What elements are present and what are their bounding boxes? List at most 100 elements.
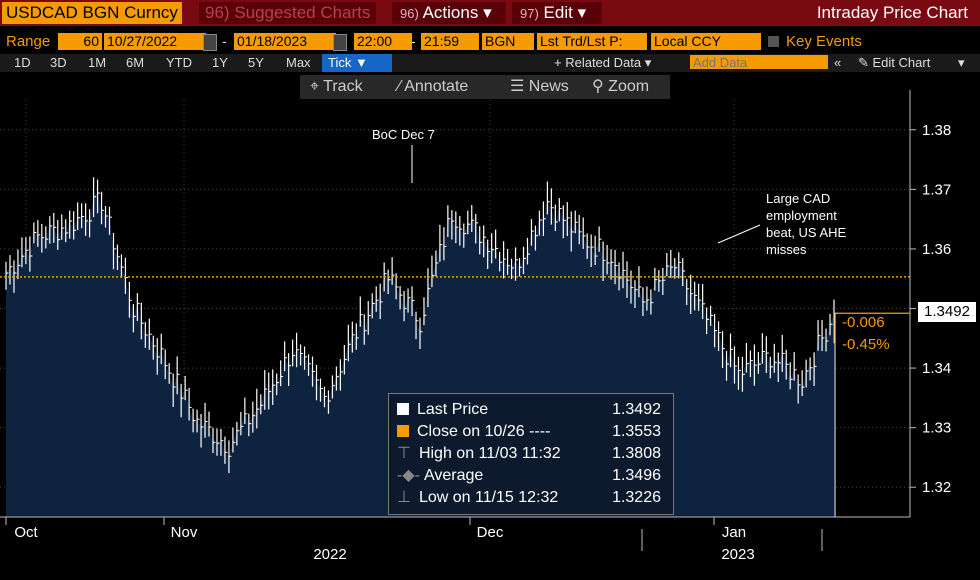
legend-value: 1.3226 [612, 489, 661, 506]
field-select[interactable]: Lst Trd/Lst P: [537, 33, 647, 50]
caret-down-icon: ▾ [483, 3, 492, 22]
legend-label: Average [423, 467, 484, 484]
range-3d[interactable]: 3D [50, 55, 67, 70]
legend-label: Close on 10/26 ---- [417, 423, 551, 440]
legend-value: 1.3492 [612, 401, 661, 418]
y-tick-label: 1.36 [922, 241, 951, 258]
actions-label: Actions [422, 3, 479, 22]
key-events-checkbox[interactable] [768, 36, 779, 47]
y-tick-label: 1.32 [922, 479, 951, 496]
range-5y[interactable]: 5Y [248, 55, 264, 70]
annotate-label: Annotate [404, 78, 469, 95]
ticker-field[interactable]: USDCAD BGN Curncy [2, 2, 182, 24]
currency-select[interactable]: Local CCY [651, 33, 761, 50]
page-title: Intraday Price Chart [816, 3, 968, 22]
y-tick-label: 1.38 [922, 122, 951, 139]
range-days-input[interactable]: 60 [58, 33, 102, 50]
x-month-label: Nov [171, 524, 198, 541]
actions-menu-button[interactable]: 96) Actions ▾ [392, 2, 506, 24]
range-label: Range [6, 33, 51, 50]
search-icon: ⚲ [592, 78, 609, 95]
track-tool[interactable]: ⌖ Track [310, 75, 363, 99]
calendar-icon[interactable] [203, 34, 217, 51]
edit-menu-button[interactable]: 97) Edit ▾ [512, 2, 602, 24]
price-bars [5, 177, 837, 474]
annotate-tool[interactable]: ⁄ Annotate [398, 75, 468, 99]
crosshair-icon: ⌖ [310, 78, 324, 95]
legend-average[interactable]: -◆- Average [397, 466, 483, 486]
add-data-input[interactable] [690, 55, 828, 69]
zoom-tool[interactable]: ⚲ Zoom [592, 75, 649, 99]
suggested-label: Suggested Charts [234, 3, 371, 22]
caret-down-icon: ▾ [577, 3, 587, 22]
high-marker-icon: ⊤ [397, 445, 411, 462]
legend-close[interactable]: Close on 10/26 ---- [397, 422, 550, 442]
legend-label: High on 11/03 11:32 [418, 445, 561, 462]
chart-tools-bar [300, 75, 670, 99]
annotation-cad-line: misses [766, 242, 807, 257]
suggested-number: 96) [205, 3, 230, 22]
annotation-pointer [717, 224, 761, 244]
legend-label: Low on 11/15 12:32 [418, 489, 559, 506]
actions-number: 96) [400, 6, 419, 21]
low-marker-icon: ⊥ [397, 489, 411, 506]
legend-label: Last Price [417, 401, 489, 418]
x-year-label: 2022 [313, 546, 346, 563]
y-tick-label: 1.33 [922, 420, 951, 437]
change-absolute: -0.006 [842, 314, 885, 331]
news-icon: ☰ [510, 78, 529, 95]
x-year-label: 2023 [721, 546, 754, 563]
white-swatch-icon [397, 403, 409, 415]
range-6m[interactable]: 6M [126, 55, 145, 70]
key-events-label: Key Events [786, 33, 862, 50]
chart-legend: Last Price 1.3492 Close on 10/26 ---- 1.… [388, 393, 674, 515]
range-1y[interactable]: 1Y [212, 55, 228, 70]
annotation-boc: BoC Dec 7 [372, 127, 435, 142]
date-separator: - [222, 33, 227, 49]
range-ytd[interactable]: YTD [166, 55, 192, 70]
legend-last-price[interactable]: Last Price [397, 400, 488, 420]
pencil-icon: ⁄ [398, 78, 405, 95]
legend-value: 1.3808 [612, 445, 661, 462]
time-separator: - [411, 33, 416, 49]
edit-number: 97) [520, 6, 539, 21]
legend-value: 1.3553 [612, 423, 661, 440]
news-tool[interactable]: ☰ News [510, 75, 569, 99]
last-price-tag: 1.3492 [918, 302, 976, 322]
edit-chart-button[interactable]: ✎ Edit Chart [858, 55, 931, 70]
related-data-button[interactable]: + Related Data ▾ [554, 55, 652, 70]
range-max[interactable]: Max [286, 55, 311, 70]
more-menu-icon[interactable]: ▾ [958, 55, 965, 70]
annotation-cad-line: beat, US AHE [766, 225, 847, 240]
range-1d[interactable]: 1D [14, 55, 31, 70]
annotation-cad: Large CAD employment beat, US AHE misses [766, 190, 846, 258]
x-month-label: Dec [477, 524, 504, 541]
track-label: Track [323, 78, 363, 95]
edit-label: Edit [543, 3, 573, 22]
average-marker-icon: -◆- [397, 467, 420, 484]
x-month-label: Jan [722, 524, 746, 541]
range-1m[interactable]: 1M [88, 55, 107, 70]
y-tick-label: 1.34 [922, 360, 951, 377]
calendar-icon[interactable] [333, 34, 347, 51]
tick-interval-select[interactable]: Tick ▼ [322, 54, 392, 72]
change-percent: -0.45% [842, 336, 890, 353]
annotation-cad-line: Large CAD [766, 191, 831, 206]
start-date-input[interactable]: 10/27/2022 [104, 33, 206, 50]
x-month-label: Oct [14, 524, 38, 541]
annotation-lines [411, 145, 761, 244]
legend-low[interactable]: ⊥ Low on 11/15 12:32 [397, 488, 558, 508]
start-time-input[interactable]: 22:00 [354, 33, 412, 50]
orange-swatch-icon [397, 425, 409, 437]
legend-high[interactable]: ⊤ High on 11/03 11:32 [397, 444, 561, 464]
y-tick-label: 1.37 [922, 181, 951, 198]
end-time-input[interactable]: 21:59 [421, 33, 479, 50]
news-label: News [528, 78, 569, 95]
collapse-icon[interactable]: « [834, 55, 842, 70]
suggested-charts-button[interactable]: 96) Suggested Charts [199, 2, 377, 24]
end-date-input[interactable]: 01/18/2023 [234, 33, 336, 50]
zoom-label: Zoom [608, 78, 650, 95]
source-input[interactable]: BGN [482, 33, 534, 50]
x-axis: Oct Nov Dec Jan 2022 2023 [0, 516, 910, 563]
legend-value: 1.3496 [612, 467, 661, 484]
